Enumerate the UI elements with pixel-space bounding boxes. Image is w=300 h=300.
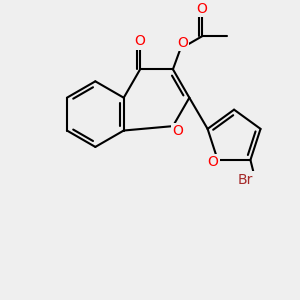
Text: O: O	[177, 36, 188, 50]
Text: O: O	[135, 34, 146, 49]
Text: O: O	[207, 155, 218, 169]
Text: O: O	[172, 124, 183, 138]
Text: Br: Br	[238, 173, 253, 187]
Text: O: O	[196, 2, 207, 16]
